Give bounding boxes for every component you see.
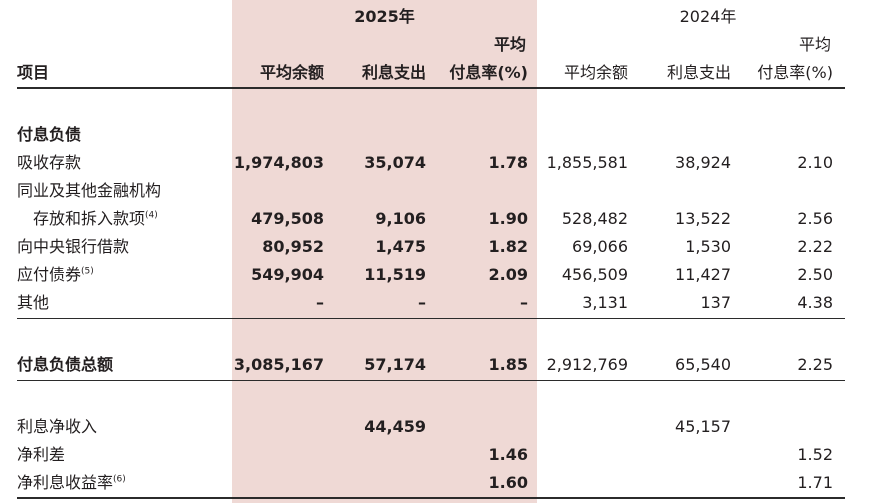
row-interest-2025: 35,074 [364, 153, 426, 172]
bottom-rule [17, 497, 845, 499]
header-avg-top-2025: 平均 [493, 35, 526, 54]
row-label: 同业及其他金融机构 [17, 181, 162, 200]
row-avg-balance-2025: 1,974,803 [233, 153, 324, 172]
net-margin-2025: 1.60 [488, 473, 528, 492]
total-interest-2024: 65,540 [675, 355, 731, 374]
net-spread-label: 净利差 [17, 445, 66, 464]
net-interest-income-label: 利息净收入 [17, 417, 98, 436]
header-year-2025: 2025年 [354, 7, 415, 26]
row-label-with-note: 应付债券(5) [17, 265, 94, 285]
net-margin-2024: 1.71 [797, 473, 833, 492]
row-rate-2024: 4.38 [797, 293, 833, 312]
header-interest-expense-2025: 利息支出 [361, 63, 426, 82]
header-avg-top-2024: 平均 [798, 35, 831, 54]
row-interest-2025: 11,519 [364, 265, 426, 284]
row-rate-2024: 2.22 [797, 237, 833, 256]
row-rate-2025: 2.09 [488, 265, 528, 284]
row-interest-2025: 9,106 [375, 209, 426, 228]
net-spread-2025: 1.46 [488, 445, 528, 464]
row-interest-2025: 1,475 [375, 237, 426, 256]
row-avg-balance-2024: 69,066 [572, 237, 628, 256]
row-interest-2024: 137 [700, 293, 731, 312]
header-rule [17, 87, 845, 89]
net-interest-income-2024: 45,157 [675, 417, 731, 436]
footnote-marker: (5) [81, 266, 94, 277]
footnote-marker: (4) [145, 210, 158, 221]
row-avg-balance-2024: 3,131 [582, 293, 628, 312]
row-avg-balance-2025: 549,904 [251, 265, 324, 284]
row-rate-2024: 2.10 [797, 153, 833, 172]
row-label: 向中央银行借款 [17, 237, 130, 256]
row-rate-2025: – [520, 293, 528, 312]
header-rate-2025: 付息率(%) [449, 63, 528, 82]
net-margin-label-with-note: 净利息收益率(6) [17, 473, 126, 493]
total-rate-2024: 2.25 [797, 355, 833, 374]
total-avg-balance-2025: 3,085,167 [233, 355, 324, 374]
header-interest-expense-2024: 利息支出 [666, 63, 731, 82]
row-avg-balance-2025: 479,508 [251, 209, 324, 228]
row-rate-2025: 1.90 [488, 209, 528, 228]
row-interest-2024: 38,924 [675, 153, 731, 172]
section-title: 付息负债 [17, 125, 82, 144]
row-rate-2024: 2.56 [797, 209, 833, 228]
year-2025-highlight-band [232, 0, 537, 503]
row-label: 其他 [17, 293, 50, 312]
header-rate-2024: 付息率(%) [757, 63, 833, 82]
row-rate-2025: 1.82 [488, 237, 528, 256]
row-interest-2024: 13,522 [675, 209, 731, 228]
row-avg-balance-2024: 1,855,581 [546, 153, 628, 172]
row-interest-2025: – [418, 293, 426, 312]
row-avg-balance-2024: 456,509 [561, 265, 628, 284]
row-interest-2024: 1,530 [685, 237, 731, 256]
header-year-2024: 2024年 [679, 7, 737, 26]
row-avg-balance-2024: 528,482 [561, 209, 628, 228]
header-avg-balance-2025: 平均余额 [259, 63, 324, 82]
row-rate-2025: 1.78 [488, 153, 528, 172]
row-label-text: 应付债券 [17, 265, 82, 284]
footnote-marker: (6) [113, 474, 126, 485]
total-rule [17, 380, 845, 381]
net-interest-income-2025: 44,459 [364, 417, 426, 436]
row-label-with-note: 存放和拆入款项(4) [33, 209, 158, 229]
row-avg-balance-2025: – [316, 293, 324, 312]
total-rate-2025: 1.85 [488, 355, 528, 374]
total-label: 付息负债总额 [17, 355, 114, 374]
header-avg-balance-2024: 平均余额 [563, 63, 628, 82]
net-spread-2024: 1.52 [797, 445, 833, 464]
row-label-text: 存放和拆入款项 [33, 209, 146, 228]
net-margin-label: 净利息收益率 [17, 473, 114, 492]
row-interest-2024: 11,427 [675, 265, 731, 284]
header-item: 项目 [17, 63, 50, 82]
row-rate-2024: 2.50 [797, 265, 833, 284]
subtotal-rule [17, 318, 845, 319]
row-avg-balance-2025: 80,952 [262, 237, 324, 256]
total-interest-2025: 57,174 [364, 355, 426, 374]
row-label: 吸收存款 [17, 153, 82, 172]
total-avg-balance-2024: 2,912,769 [546, 355, 628, 374]
